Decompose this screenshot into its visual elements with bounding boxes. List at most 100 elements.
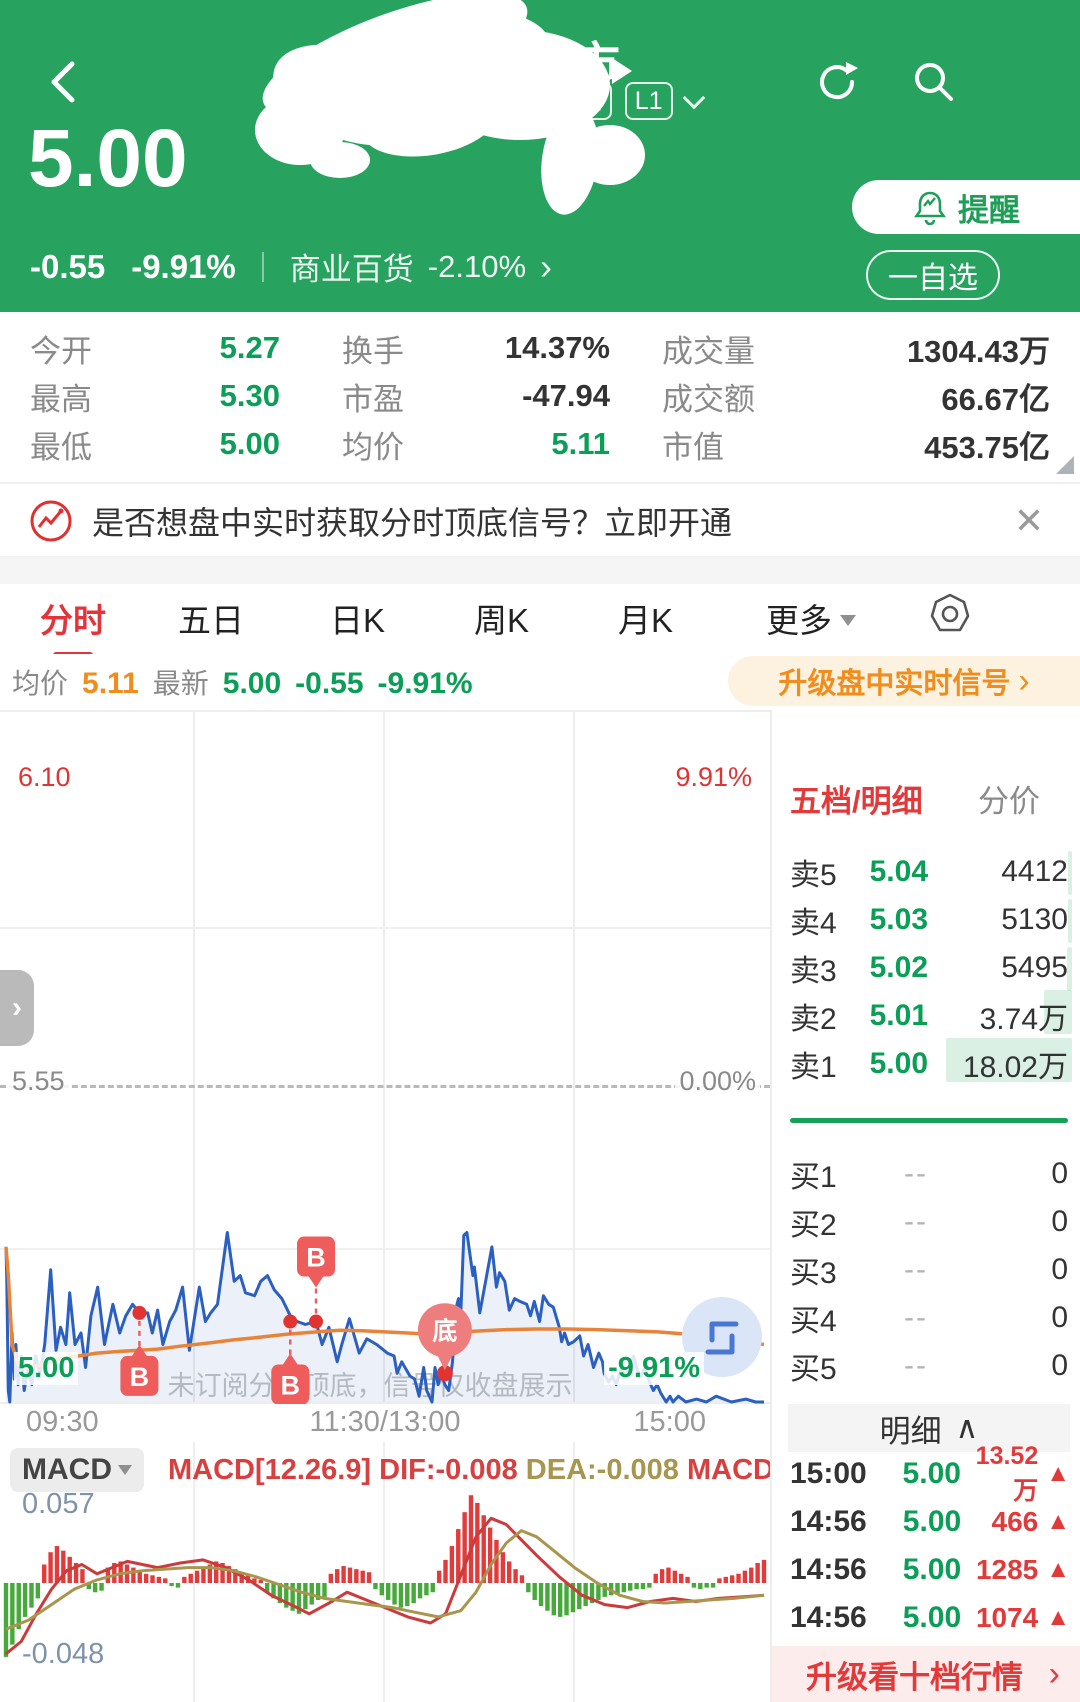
stat-label: 市值 <box>662 429 724 465</box>
signal-promo-banner[interactable]: 是否想盘中实时获取分时顶底信号？立即开通 ✕ <box>0 486 1080 558</box>
zero-pct: 0.00% <box>675 1066 760 1097</box>
play-icon[interactable] <box>612 58 632 84</box>
timeline-chart[interactable]: 6.10 9.91% 5.55 0.00% 5.00 -9.91% › 未订阅分… <box>0 710 770 1404</box>
tab-five-level[interactable]: 五档/明细 <box>790 784 923 819</box>
gridline <box>573 712 575 1404</box>
transaction-row: 14:56 5.00 466 ▲ <box>790 1505 1070 1538</box>
stat-label: 最高 <box>30 381 92 417</box>
time-tick: 11:30/13:00 <box>309 1406 461 1438</box>
close-icon[interactable]: ✕ <box>1013 500 1044 541</box>
gridline <box>383 712 385 1404</box>
sector-link[interactable]: 商业百货 -2.10% › <box>289 245 553 288</box>
search-icon[interactable] <box>908 56 960 108</box>
gridline <box>0 1248 770 1250</box>
current-price: 5.00 <box>28 113 188 204</box>
tab-timeline[interactable]: 分时 <box>40 594 106 658</box>
expand-corner-icon[interactable] <box>1056 456 1074 474</box>
avg-label: 均价 <box>12 668 69 699</box>
chart-settings-icon[interactable] <box>928 592 972 636</box>
gridline <box>573 1442 575 1702</box>
gridline <box>383 1442 385 1702</box>
refresh-icon[interactable] <box>812 56 864 108</box>
macd-pane[interactable]: MACD MACD[12.26.9] DIF:-0.008 DEA:-0.008… <box>0 1442 856 1702</box>
macd-legend: MACD[12.26.9] DIF:-0.008 DEA:-0.008 MACD… <box>168 1454 856 1487</box>
transaction-row: 14:56 5.00 1285 ▲ <box>790 1553 1070 1586</box>
bid-row[interactable]: 买5 -- 0 <box>790 1349 1068 1386</box>
stat-value: 5.30 <box>219 378 280 413</box>
volume-bar <box>1044 990 1072 1034</box>
stat-label: 市盈 <box>342 381 404 417</box>
period-tabs: 分时 五日 日K 周K 月K 更多 <box>0 584 1080 658</box>
tab-5day[interactable]: 五日 <box>178 602 244 639</box>
tab-monthly-k[interactable]: 月K <box>618 602 674 639</box>
stock-header: 超市 933 融 沪股通 L1 5.00 提醒 -0.55 -9.91% 商业百… <box>0 0 1080 312</box>
bell-icon <box>914 191 946 225</box>
stats-grid[interactable]: 今开 5.27 换手 14.37% 成交量 1304.43万 最高 5.30 市盈 -47… <box>0 312 1080 484</box>
watermark-text: 未订阅分时顶底，信号仅收盘展示 <box>0 1364 740 1403</box>
upgrade-signal-link[interactable]: 升级盘中实时信号 › <box>728 656 1080 706</box>
stat-value: 66.67亿 <box>941 381 1050 417</box>
bid-row[interactable]: 买2 -- 0 <box>790 1205 1068 1242</box>
bid-row[interactable]: 买3 -- 0 <box>790 1253 1068 1290</box>
gridline <box>193 712 195 1404</box>
bid-row[interactable]: 买1 -- 0 <box>790 1157 1068 1194</box>
svg-text:B: B <box>306 1243 326 1273</box>
svg-text:B: B <box>281 1371 301 1401</box>
price-change: -0.55 <box>30 247 106 285</box>
back-icon[interactable] <box>40 56 92 108</box>
stat-value: 14.37% <box>504 330 610 365</box>
y-max-price: 6.10 <box>14 762 75 793</box>
collapse-icon: ∧ <box>955 1410 979 1445</box>
tab-more[interactable]: 更多 <box>766 594 856 642</box>
last-value: 5.00 <box>222 667 282 700</box>
tick-up-icon: ▲ <box>1046 1604 1070 1631</box>
volume-bar <box>1066 947 1072 991</box>
section-gap <box>0 558 1080 584</box>
stat-label: 今开 <box>30 333 92 369</box>
signal-icon <box>30 500 72 542</box>
upgrade-depth-link[interactable]: 升级看十档行情 › <box>772 1646 1080 1702</box>
chevron-down-icon[interactable] <box>682 86 705 110</box>
tag-l1: L1 <box>624 82 673 120</box>
ask-row[interactable]: 卖4 5.03 5130 <box>790 896 1072 944</box>
tab-weekly-k[interactable]: 周K <box>474 602 530 639</box>
order-book-panel: 五档/明细 分价 卖5 5.04 4412 卖4 5.03 5130 卖3 5.02 … <box>770 710 1080 1702</box>
divider <box>261 251 264 282</box>
stat-value: 5.27 <box>219 330 280 365</box>
bid-row[interactable]: 买4 -- 0 <box>790 1301 1068 1338</box>
tab-daily-k[interactable]: 日K <box>330 602 386 639</box>
last-change-pct: -9.91% <box>377 667 473 700</box>
alert-button[interactable]: 提醒 <box>852 180 1080 234</box>
detail-collapse-bar[interactable]: 明细 ∧ <box>788 1404 1070 1452</box>
ask-row[interactable]: 卖3 5.02 5495 <box>790 944 1072 992</box>
svg-text:底: 底 <box>432 1316 457 1345</box>
timeline-plot: B B B 底 <box>4 1231 765 1404</box>
dif-value: DIF:-0.008 <box>379 1454 518 1486</box>
y-min-pct: -9.91% <box>604 1352 704 1385</box>
ask-row[interactable]: 卖1 5.00 18.02万 <box>790 1038 1072 1088</box>
remove-watchlist-button[interactable]: 一自选 <box>866 250 1000 300</box>
indicator-selector[interactable]: MACD <box>10 1448 144 1492</box>
stat-value: 453.75亿 <box>924 429 1050 465</box>
banner-text: 是否想盘中实时获取分时顶底信号？立即开通 <box>92 505 733 541</box>
bid-ask-divider <box>790 1118 1068 1123</box>
gridline <box>0 927 770 929</box>
ask-row[interactable]: 卖5 5.04 4412 <box>790 848 1072 896</box>
tick-up-icon: ▲ <box>1046 1556 1070 1583</box>
time-tick: 09:30 <box>26 1406 99 1438</box>
quote-subbar: 均价 5.11 最新 5.00 -0.55 -9.91% 升级盘中实时信号 › <box>0 654 1080 710</box>
dropdown-icon <box>840 615 856 626</box>
change-row: -0.55 -9.91% 商业百货 -2.10% › <box>30 244 552 289</box>
prev-close-line <box>0 1085 770 1088</box>
dropdown-icon <box>118 1465 132 1475</box>
avg-value: 5.11 <box>82 667 139 700</box>
side-drawer-handle[interactable]: › <box>0 970 34 1046</box>
stat-label: 成交量 <box>662 333 755 369</box>
tab-price-dist[interactable]: 分价 <box>978 784 1040 819</box>
macd-y-max: 0.057 <box>22 1488 95 1520</box>
stat-label: 换手 <box>342 333 404 369</box>
macd-plot <box>3 1495 767 1657</box>
price-change-pct: -9.91% <box>131 247 236 285</box>
ask-row[interactable]: 卖2 5.01 3.74万 <box>790 990 1072 1040</box>
stat-label: 均价 <box>342 429 404 465</box>
